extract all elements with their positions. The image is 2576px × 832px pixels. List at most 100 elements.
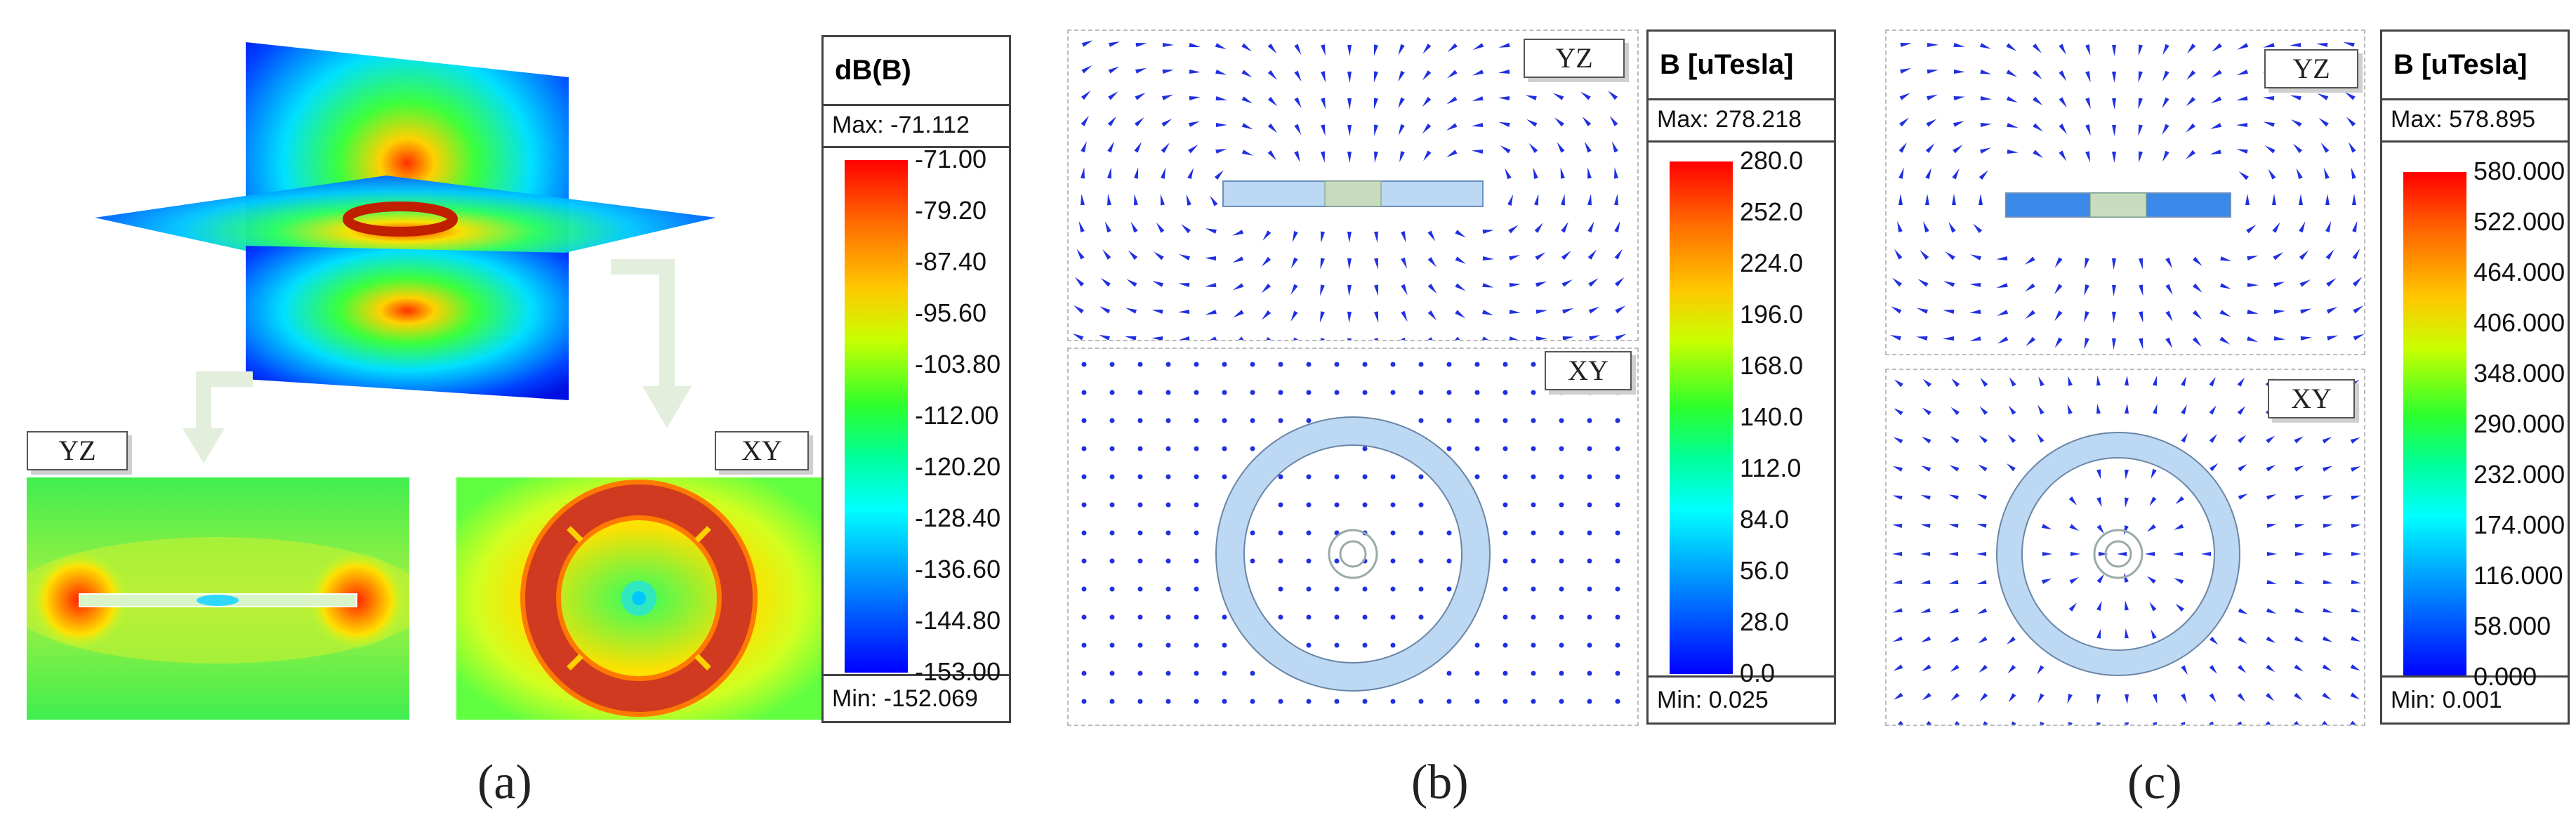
field-arrow [2323,580,2333,584]
field-dot [1446,446,1452,451]
field-arrow [2264,145,2276,154]
legend-tick: -95.60 [915,298,987,327]
field-arrow [1135,92,1146,100]
legend-tick: 168.0 [1740,351,1804,380]
vertical-plane-front [246,246,569,400]
field-arrow [2037,404,2045,415]
field-arrow [2032,43,2042,53]
field-dot [1137,390,1143,395]
field-arrow [1135,67,1147,74]
field-dot [1334,614,1340,620]
field-arrow [2351,580,2361,584]
field-arrow [2326,277,2337,287]
field-dot [1474,699,1480,704]
field-arrow [2351,167,2356,179]
field-arrow [2238,494,2248,500]
field-arrow [1472,70,1484,76]
field-arrow [1925,194,1929,205]
field-dot [1334,586,1340,592]
field-arrow [1973,223,1983,234]
field-arrow [1997,336,2009,344]
field-arrow [1922,378,1932,388]
field-arrow [2353,305,2364,314]
field-arrow [2096,376,2101,386]
field-arrow [1899,117,1910,127]
field-dot [1390,586,1396,592]
field-arrow [2181,404,2187,415]
field-arrow [2112,44,2116,56]
field-arrow [2350,466,2361,472]
field-arrow [1427,284,1437,294]
field-arrow [1587,249,1597,260]
panel-label-b: (b) [1411,755,1469,810]
field-arrow [1107,167,1111,179]
field-arrow [2054,257,2063,268]
field-arrow [2096,694,2101,704]
field-arrow [2209,434,2217,443]
core-cross-section [2089,192,2147,218]
field-dot [1531,558,1536,564]
field-dot [1390,642,1396,648]
field-arrow [2300,336,2312,341]
field-arrow [1980,70,1992,74]
field-arrow [1151,310,1163,314]
field-dot [1587,586,1592,592]
field-dot [1418,390,1424,395]
field-dot [1081,671,1087,676]
field-arrow [2209,693,2217,703]
field-dot [1587,558,1592,564]
field-arrow [1294,150,1300,162]
field-arrow [2343,41,2355,47]
field-arrow [2125,722,2129,725]
field-arrow [1347,311,1352,323]
field-arrow [2084,284,2089,296]
legend-tick: 112.0 [1740,454,1802,482]
field-arrow [2175,496,2184,505]
legend-tick: 406.000 [2473,308,2565,337]
field-arrow [1892,580,1903,584]
field-arrow [2237,693,2246,702]
field-arrow [1611,141,1618,153]
field-arrow [1107,194,1111,206]
field-arrow [1398,70,1405,82]
legend-title: B [uTesla] [1649,32,1834,100]
field-arrow [2247,256,2259,260]
field-arrow [1587,221,1594,233]
field-arrow [2153,722,2157,725]
field-arrow [1920,580,1931,584]
field-arrow [2033,150,2044,159]
field-arrow [2210,123,2222,129]
field-arrow [1498,96,1510,100]
field-dot [1109,418,1115,423]
field-arrow [1953,96,1965,100]
field-dot [1559,642,1564,648]
field-dot [1278,418,1283,423]
field-arrow [1614,277,1625,287]
field-arrow [2267,552,2277,556]
field-arrow [2294,436,2304,444]
field-arrow [1472,150,1484,154]
field-dot [1165,671,1171,676]
field-arrow [2084,338,2089,350]
core-outer [1328,529,1378,579]
field-dot [1334,699,1340,704]
field-arrow [1347,258,1352,270]
field-arrow [1210,195,1218,206]
field-arrow [1100,277,1111,287]
field-arrow [1373,44,1378,56]
field-arrow [2238,463,2247,472]
field-arrow [2165,310,2173,322]
field-dot [1222,671,1227,676]
field-arrow [2139,311,2144,323]
core-cross-section [1324,180,1382,207]
field-arrow [1953,70,1965,74]
field-arrow [2352,249,2360,260]
field-dot [1587,671,1592,676]
field-arrow [1927,70,1938,74]
field-arrow [1178,310,1190,314]
field-arrow [2273,336,2285,341]
field-arrow [1948,552,1958,556]
field-arrow [1427,230,1436,242]
field-arrow [1920,249,1929,260]
field-arrow [1215,123,1227,127]
